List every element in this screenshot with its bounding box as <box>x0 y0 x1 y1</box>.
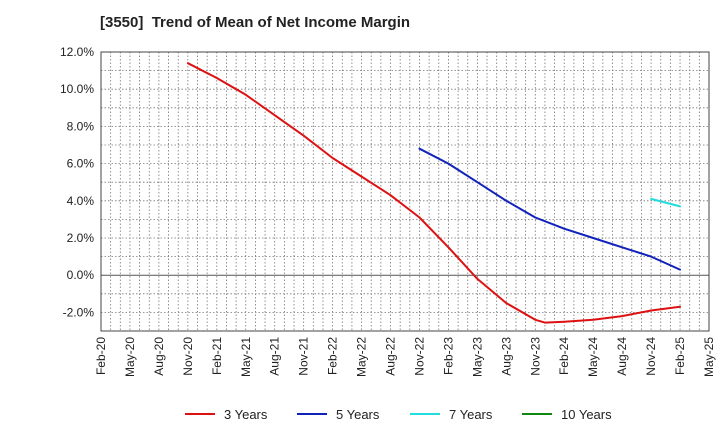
y-tick-label: 10.0% <box>60 82 94 96</box>
x-tick-label: May-20 <box>123 337 137 377</box>
x-tick-label: May-21 <box>239 337 253 377</box>
y-tick-label: -2.0% <box>63 305 95 319</box>
series-line-7-years <box>650 197 681 208</box>
legend-label-5-years: 5 Years <box>336 407 380 422</box>
x-tick-label: Aug-24 <box>615 337 629 376</box>
y-tick-label: 0.0% <box>67 268 95 282</box>
x-tick-label: Nov-23 <box>528 337 542 376</box>
y-tick-label: 8.0% <box>67 119 95 133</box>
x-tick-label: Nov-22 <box>412 337 426 376</box>
chart-title: [3550] Trend of Mean of Net Income Margi… <box>100 14 411 31</box>
legend-label-10-years: 10 Years <box>561 407 612 422</box>
y-tick-label: 6.0% <box>67 157 95 171</box>
axes: 12.0% 10.0% 8.0% 6.0% 4.0% 2.0% 0.0% -2.0% Feb-2… <box>60 45 716 377</box>
legend-label-7-years: 7 Years <box>449 407 493 422</box>
x-tick-label: Aug-23 <box>499 337 513 376</box>
x-tick-label: Aug-21 <box>268 337 282 376</box>
x-tick-label: Feb-23 <box>441 337 455 375</box>
series-line-3-years <box>186 62 681 324</box>
x-tick-label: Feb-21 <box>210 337 224 375</box>
x-tick-label: Nov-20 <box>181 337 195 376</box>
legend: 3 Years 5 Years 7 Years 10 Years <box>185 407 612 422</box>
x-tick-label: Nov-21 <box>297 337 311 376</box>
y-tick-label: 2.0% <box>67 231 95 245</box>
plot-frame <box>100 51 710 332</box>
y-tick-label: 12.0% <box>60 45 94 59</box>
series-lines <box>186 62 681 324</box>
x-tick-label: Feb-25 <box>673 337 687 375</box>
x-tick-label: Nov-24 <box>644 337 658 376</box>
x-tick-label: Feb-22 <box>326 337 340 375</box>
x-tick-label: Aug-22 <box>384 337 398 376</box>
x-tick-label: Feb-24 <box>557 337 571 375</box>
grid-lines <box>101 52 709 331</box>
x-tick-label: Aug-20 <box>152 337 166 376</box>
x-tick-label: Feb-20 <box>94 337 108 375</box>
x-tick-label: May-23 <box>470 337 484 377</box>
series-line-5-years <box>418 147 681 271</box>
x-tick-label: May-22 <box>355 337 369 377</box>
x-tick-label: May-24 <box>586 337 600 377</box>
plot-area-background <box>101 52 709 331</box>
x-tick-label: May-25 <box>702 337 716 377</box>
y-tick-label: 4.0% <box>67 194 95 208</box>
legend-label-3-years: 3 Years <box>224 407 268 422</box>
